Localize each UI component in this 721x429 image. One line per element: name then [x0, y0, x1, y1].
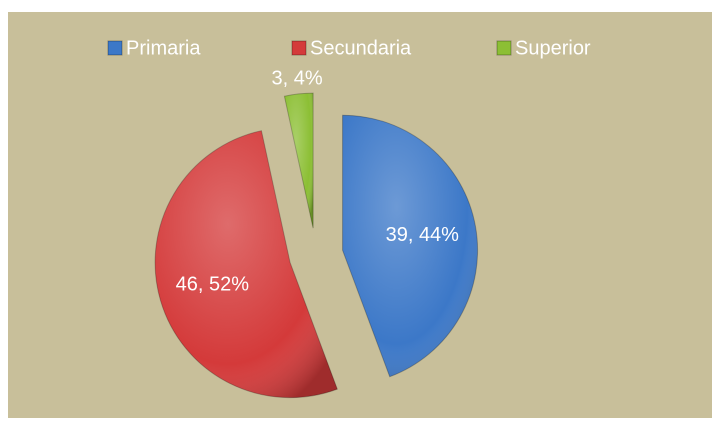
data-label: 3, 4%: [272, 67, 323, 89]
legend-label: Secundaria: [310, 37, 412, 59]
legend-swatch: [496, 40, 512, 56]
data-label: 46, 52%: [176, 274, 250, 296]
legend-label: Superior: [515, 37, 591, 59]
data-label: 39, 44%: [386, 224, 460, 246]
legend-swatch: [107, 40, 123, 56]
slice-shine: [342, 115, 478, 377]
legend-label: Primaria: [126, 37, 201, 59]
legend-swatch: [291, 40, 307, 56]
slice-shine: [155, 130, 338, 398]
slice-shine: [284, 93, 314, 229]
